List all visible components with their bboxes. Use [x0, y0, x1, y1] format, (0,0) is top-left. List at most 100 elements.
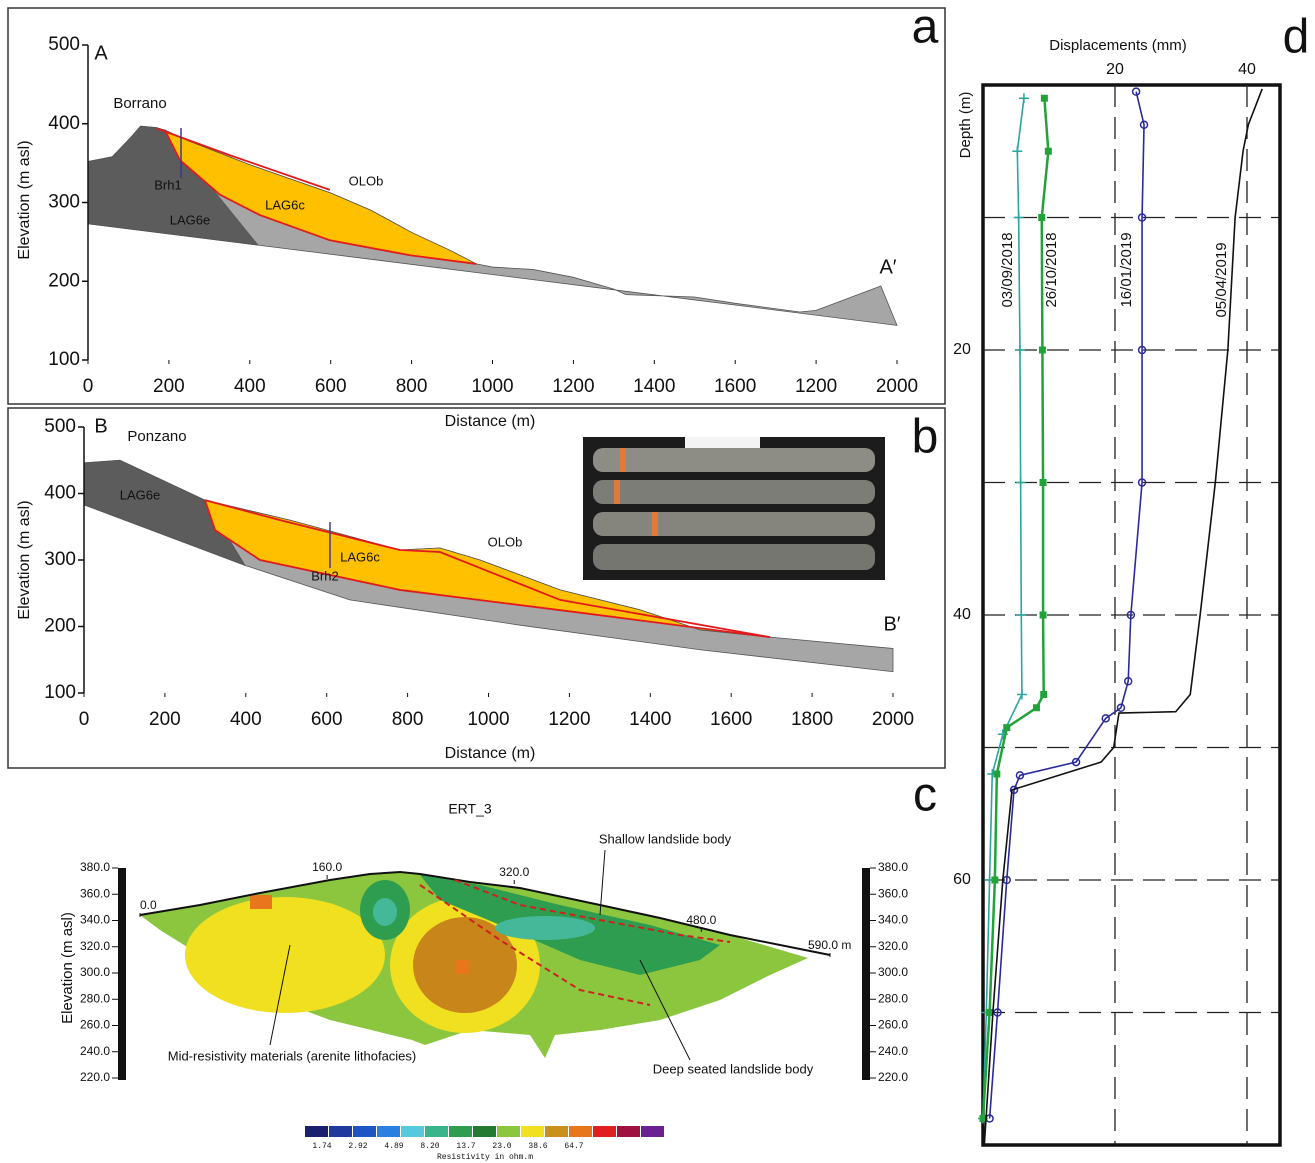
unit-label: LAG6c — [340, 549, 380, 564]
y-tick-label: 240.0 — [80, 1044, 110, 1058]
colorbar-tick-label: 1.74 — [312, 1142, 331, 1151]
marker — [1038, 214, 1046, 221]
colorbar-tick-label: 8.20 — [420, 1142, 439, 1151]
x-tick-label: 1000 — [467, 709, 509, 730]
ert-section — [118, 849, 870, 1080]
x-tick-label: 2000 — [872, 709, 914, 730]
x-axis-title: Distance (m) — [445, 413, 536, 430]
marker — [1040, 691, 1048, 698]
marker — [1018, 93, 1029, 104]
x-tick-label: 480.0 — [686, 913, 716, 927]
colorbar-cell — [305, 1126, 328, 1137]
y-tick-label: 20 — [953, 341, 971, 358]
colorbar-cell — [449, 1126, 472, 1137]
section-start: B — [94, 415, 107, 437]
y-tick-label: 360.0 — [80, 886, 110, 900]
annotation: Shallow landslide body — [599, 831, 732, 846]
x-tick-label: 1400 — [629, 709, 671, 730]
y-tick-label: 380.0 — [80, 860, 110, 874]
core-photo — [583, 437, 885, 580]
x-tick-label: 1200 — [548, 709, 590, 730]
colorbar-tick-label: 23.0 — [492, 1142, 511, 1151]
marker — [993, 1008, 1002, 1017]
colorbar-cell — [545, 1126, 568, 1137]
marker — [1039, 611, 1047, 619]
y-tick-label: 340.0 — [80, 913, 110, 927]
y-tick-label: 300.0 — [80, 965, 110, 979]
unit-label: LAG6c — [265, 197, 305, 212]
y-axis-title: Elevation (m asl) — [16, 140, 33, 259]
y-tick-label: 300 — [48, 192, 80, 213]
y-tick-label: 100 — [44, 682, 76, 703]
x-tick-label: 1200 — [795, 376, 837, 397]
colorbar-tick-label: 38.6 — [528, 1142, 547, 1151]
x-tick-label: 0.0 — [140, 898, 157, 912]
y-axis-title: Depth (m) — [957, 92, 974, 159]
unit-label: LAG6e — [170, 212, 210, 227]
y-tick-label: 280.0 — [878, 991, 908, 1005]
x-tick-label: 600 — [315, 376, 347, 397]
y-tick-label: 240.0 — [878, 1044, 908, 1058]
marker — [1009, 785, 1019, 795]
x-tick-label: 800 — [392, 709, 424, 730]
colorbar-cell — [425, 1126, 448, 1137]
colorbar-cell — [617, 1126, 640, 1137]
x-tick-label: 800 — [396, 376, 428, 397]
marker — [1032, 704, 1040, 712]
marker — [1015, 477, 1026, 488]
x-tick-label: 400 — [230, 709, 262, 730]
y-tick-label: 400 — [48, 113, 80, 134]
y-tick-label: 40 — [953, 606, 971, 623]
unit-label: OLOb — [488, 534, 523, 549]
y-tick-label: 380.0 — [878, 860, 908, 874]
slip-surface — [204, 499, 771, 639]
marker — [1123, 677, 1133, 686]
section-start: A — [94, 42, 108, 64]
marker — [986, 1009, 994, 1016]
x-tick-label: 400 — [234, 376, 266, 397]
x-tick-label: 1000 — [471, 376, 513, 397]
x-tick-label: 1600 — [710, 709, 752, 730]
y-tick-label: 300 — [44, 549, 76, 570]
marker — [1014, 345, 1025, 355]
y-tick-label: 500 — [44, 416, 76, 437]
y-tick-label: 200 — [48, 270, 80, 291]
y-tick-label: 260.0 — [80, 1018, 110, 1032]
series-label: 03/09/2018 — [999, 232, 1016, 307]
x-tick-label: 600 — [311, 709, 343, 730]
colorbar-cell — [641, 1126, 664, 1137]
marker — [1137, 213, 1147, 222]
marker — [1039, 479, 1047, 486]
marker — [1071, 757, 1081, 767]
colorbar-cell — [593, 1126, 616, 1137]
y-tick-label: 320.0 — [80, 939, 110, 953]
marker — [1044, 147, 1052, 155]
y-tick-label: 400 — [44, 483, 76, 504]
y-axis-title: Elevation (m asl) — [59, 912, 76, 1024]
section-end: B′ — [883, 613, 900, 635]
y-tick-label: 280.0 — [80, 991, 110, 1005]
x-tick-label: 1600 — [714, 376, 756, 397]
marker — [1131, 87, 1141, 96]
annotation: Deep seated landslide body — [653, 1061, 814, 1076]
series-line — [983, 88, 1263, 1146]
y-tick-label: 260.0 — [878, 1018, 908, 1032]
colorbar-tick-label: 13.7 — [456, 1142, 475, 1151]
x-tick-label: 200 — [149, 709, 181, 730]
marker — [1040, 94, 1048, 102]
colorbar-cell — [473, 1126, 496, 1137]
series-label: 05/04/2019 — [1213, 242, 1230, 317]
y-axis-title: Elevation (m asl) — [16, 500, 33, 619]
colorbar-cell — [497, 1126, 520, 1137]
colorbar-label: Resistivity in ohm.m — [437, 1153, 533, 1162]
y-tick-label: 340.0 — [878, 913, 908, 927]
marker — [1015, 771, 1025, 780]
panel-frame — [7, 407, 946, 769]
annotation: Mid-resistivity materials (arenite litho… — [168, 1048, 417, 1063]
site-name: Ponzano — [127, 428, 186, 445]
x-tick-label: 0 — [83, 376, 94, 397]
section-end: A′ — [879, 256, 896, 278]
x-tick-label: 1400 — [633, 376, 675, 397]
panel-label: d — [1283, 11, 1310, 64]
